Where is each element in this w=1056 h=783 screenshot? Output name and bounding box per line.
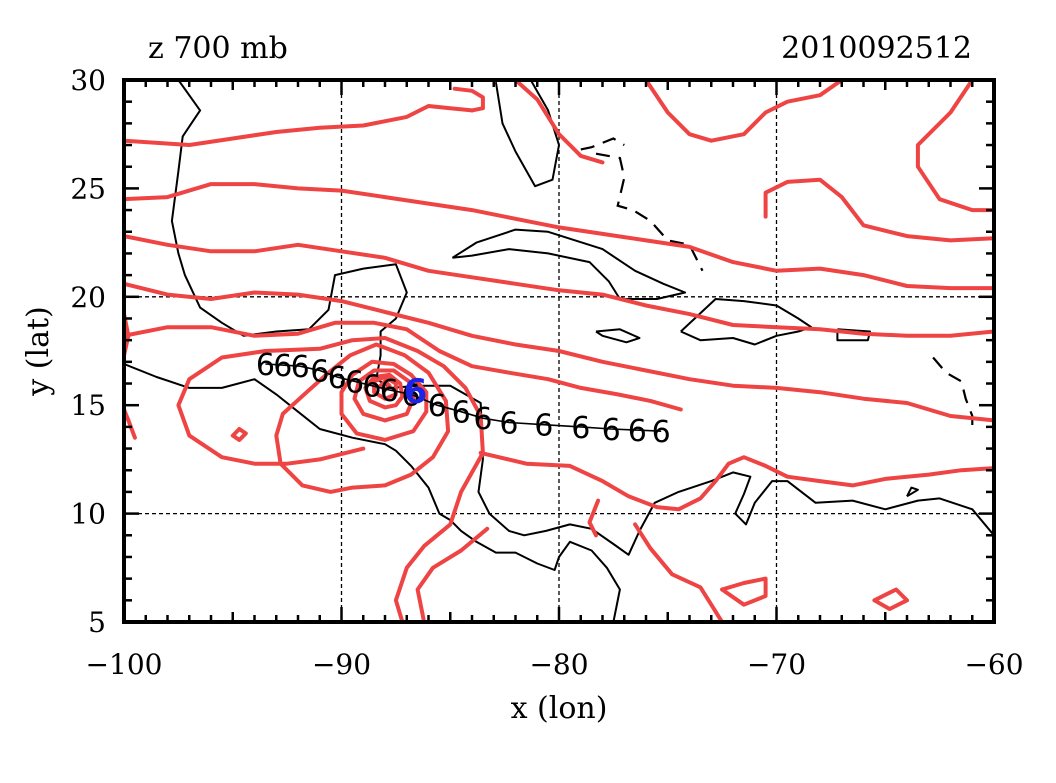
coastline xyxy=(906,486,919,498)
contour-line xyxy=(478,450,994,512)
contour-line xyxy=(372,375,398,401)
track-point-symbol: 6 xyxy=(652,415,671,450)
track-point-symbol: 6 xyxy=(628,414,647,449)
dashed-coastline xyxy=(595,152,704,272)
contour-line xyxy=(274,342,451,494)
chart-title-right: 2010092512 xyxy=(781,31,972,66)
y-tick-label: 10 xyxy=(70,498,106,531)
contour-line xyxy=(720,576,768,607)
track-point-symbol: 6 xyxy=(452,396,471,431)
track-point-symbol: 6 xyxy=(602,413,621,448)
plot-frame xyxy=(122,78,996,624)
track-line xyxy=(265,363,662,432)
contour-line xyxy=(124,104,474,147)
contour-line xyxy=(124,234,994,338)
y-tick-label: 15 xyxy=(70,389,106,422)
x-tick-label: −90 xyxy=(312,648,371,681)
chart-title-left: z 700 mb xyxy=(148,31,288,66)
contour-line xyxy=(230,427,248,442)
contour-line xyxy=(378,379,392,392)
contour-line xyxy=(124,182,994,291)
x-tick-label: −60 xyxy=(964,648,1023,681)
track-point-symbol: 6 xyxy=(428,389,447,424)
track-point-symbol: 6 xyxy=(499,407,518,442)
contour-line xyxy=(339,359,429,442)
y-tick-label: 25 xyxy=(70,172,106,205)
x-tick-labels: −100 −90 −80 −70 −60 xyxy=(86,648,1024,681)
coastline xyxy=(836,328,871,342)
current-position-symbol: 6 xyxy=(404,372,428,412)
grid-lines xyxy=(124,80,994,622)
contour-line xyxy=(872,587,909,611)
contour-line xyxy=(513,80,605,165)
x-axis-label: x (lon) xyxy=(511,691,608,726)
contour-line xyxy=(176,336,485,622)
height-contours xyxy=(124,80,994,622)
y-axis-label: y (lat) xyxy=(21,306,56,396)
track-point-symbol: 6 xyxy=(473,402,492,437)
contour-line xyxy=(124,320,683,412)
contour-line xyxy=(587,498,601,538)
track-point-symbol: 6 xyxy=(310,355,329,390)
dashed-coastline xyxy=(580,137,625,151)
contour-line xyxy=(363,372,405,410)
y-tick-labels: 5 10 15 20 25 30 xyxy=(70,64,106,639)
track-point-symbol: 6 xyxy=(534,409,553,444)
coastline xyxy=(451,228,687,300)
track-point-symbol: 6 xyxy=(273,349,292,384)
coastline xyxy=(595,328,641,344)
contour-line xyxy=(124,281,994,423)
contour-line xyxy=(415,526,490,622)
track-point-symbol: 6 xyxy=(402,378,421,413)
y-tick-label: 30 xyxy=(70,64,106,97)
track-point-symbol: 6 xyxy=(328,361,347,396)
contour-line xyxy=(915,80,994,213)
contour-line xyxy=(633,522,725,622)
y-tick-label: 5 xyxy=(88,606,106,639)
track-point-symbol: 6 xyxy=(571,411,590,446)
coastline xyxy=(124,363,621,622)
x-tick-label: −100 xyxy=(86,648,163,681)
contour-line xyxy=(452,86,485,113)
track-point-symbol: 6 xyxy=(380,374,399,409)
contour-line xyxy=(352,368,416,423)
x-tick-label: −80 xyxy=(529,648,588,681)
track-point-symbol: 6 xyxy=(345,365,364,400)
x-tick-label: −70 xyxy=(747,648,806,681)
track-point-symbol: 6 xyxy=(291,350,310,385)
y-tick-label: 20 xyxy=(70,281,106,314)
contour-line xyxy=(644,80,844,143)
contour-line xyxy=(763,177,994,243)
track-point-symbol: 6 xyxy=(256,348,275,383)
track-point-symbol: 6 xyxy=(362,370,381,405)
